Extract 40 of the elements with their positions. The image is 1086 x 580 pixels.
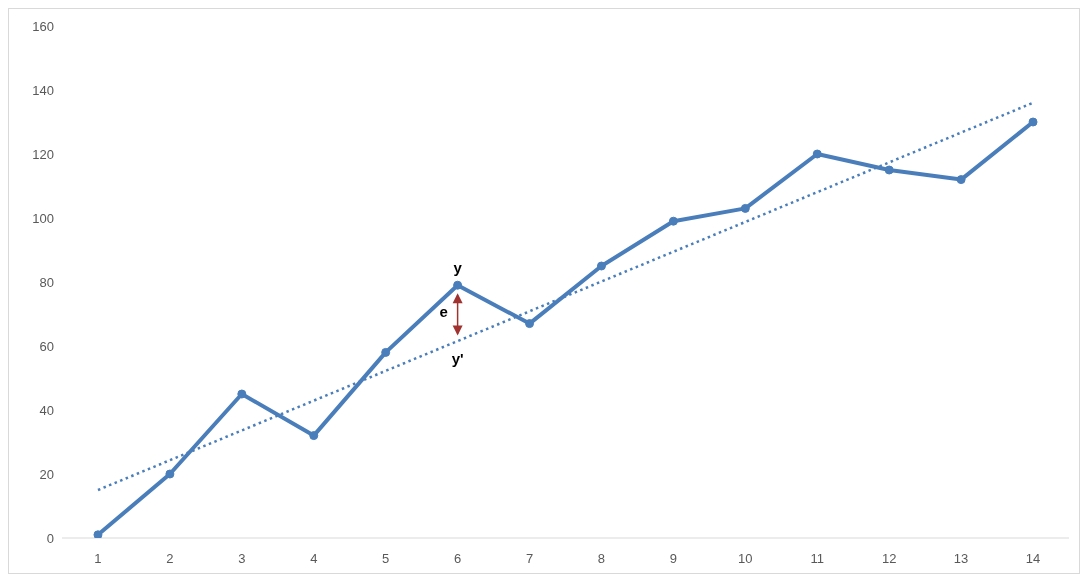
x-tick-label: 10 xyxy=(738,551,753,567)
y-tick-label: 60 xyxy=(39,338,54,354)
point xyxy=(165,469,175,479)
point xyxy=(309,431,319,441)
annotation: e xyxy=(439,303,448,321)
x-tick-label: 12 xyxy=(881,551,897,567)
y-tick-label: 140 xyxy=(32,82,54,98)
x-tick-label: 6 xyxy=(453,551,462,567)
x-tick-label: 8 xyxy=(597,551,606,567)
y-tick-label: 20 xyxy=(39,466,54,482)
point xyxy=(237,389,247,399)
x-tick-label: 14 xyxy=(1025,551,1041,567)
y-tick-label: 160 xyxy=(32,18,54,34)
point xyxy=(525,319,535,329)
x-tick-label: 4 xyxy=(310,551,318,567)
x-tick-label: 2 xyxy=(166,551,174,567)
point xyxy=(596,261,606,271)
point xyxy=(956,175,966,185)
x-tick-label: 11 xyxy=(810,551,824,567)
y-tick-label: 40 xyxy=(39,402,54,418)
point xyxy=(740,203,750,213)
x-tick-label: 7 xyxy=(525,551,534,567)
x-tick-label: 9 xyxy=(669,551,678,567)
point xyxy=(1028,117,1038,127)
point xyxy=(812,149,822,159)
annotation: y' xyxy=(451,350,464,368)
point xyxy=(93,530,103,538)
point xyxy=(668,216,678,226)
x-tick-label: 5 xyxy=(382,551,390,567)
y-tick-label: 80 xyxy=(39,274,54,290)
point xyxy=(453,280,463,290)
point xyxy=(381,347,391,357)
annotation: y xyxy=(453,259,463,277)
x-tick-label: 3 xyxy=(238,551,246,567)
y-tick-label: 100 xyxy=(32,210,54,226)
x-tick-label: 13 xyxy=(953,551,969,567)
y-tick-label: 0 xyxy=(46,530,54,546)
y-tick-label: 120 xyxy=(32,146,54,162)
point xyxy=(884,165,894,175)
x-tick-label: 1 xyxy=(94,551,102,567)
